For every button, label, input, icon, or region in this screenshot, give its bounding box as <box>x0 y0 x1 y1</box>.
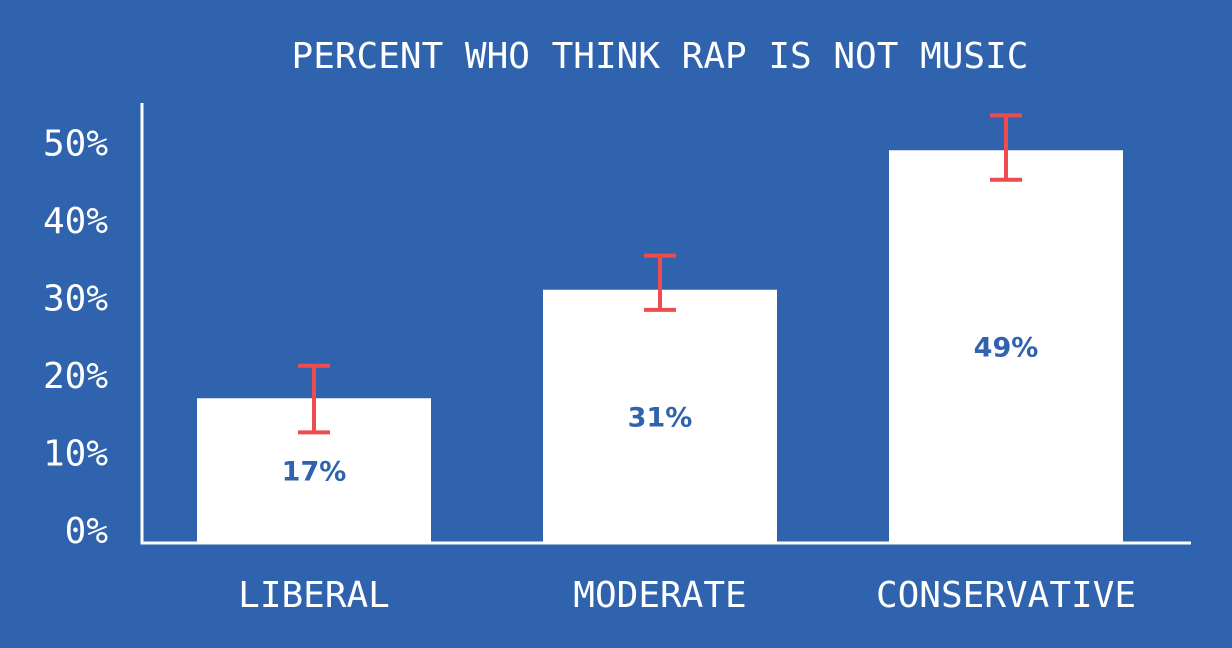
y-tick-label: 10% <box>43 434 108 475</box>
bar-value-label: 17% <box>282 457 347 488</box>
y-tick-label: 30% <box>43 279 108 320</box>
bar-moderate <box>543 289 777 543</box>
x-tick-label: LIBERAL <box>238 575 390 616</box>
y-tick-label: 40% <box>43 201 108 242</box>
bar-conservative <box>889 150 1123 543</box>
x-tick-label: CONSERVATIVE <box>876 575 1136 616</box>
y-tick-label: 20% <box>43 356 108 397</box>
chart-title: PERCENT WHO THINK RAP IS NOT MUSIC <box>292 36 1029 77</box>
y-tick-label: 0% <box>65 511 109 552</box>
bar-value-label: 49% <box>974 333 1039 364</box>
bar-value-label: 31% <box>628 402 693 433</box>
y-tick-label: 50% <box>43 124 108 165</box>
x-tick-label: MODERATE <box>573 575 746 616</box>
